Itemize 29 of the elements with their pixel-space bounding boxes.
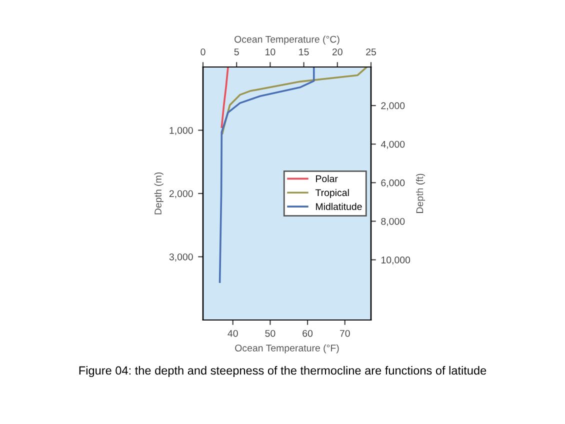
x2-tick-label: 25 [366, 48, 376, 56]
y2-tick-label: 6,000 [381, 179, 405, 188]
x-axis-title: Ocean Temperature (°F) [235, 344, 339, 354]
y2-tick-label: 4,000 [380, 140, 405, 149]
legend-label: Midlatitude [316, 202, 362, 210]
x-tick-label: 40 [228, 330, 238, 337]
y-tick-label: 1,000 [170, 126, 193, 136]
x-tick-label: 70 [340, 330, 350, 337]
y-tick-label: 2,000 [169, 190, 193, 198]
y2-tick-label: 2,000 [381, 102, 405, 110]
x2-tick-label: 5 [234, 48, 239, 56]
line-series [222, 67, 368, 134]
line-series [218, 67, 315, 283]
x2-tick-label: 15 [299, 48, 309, 56]
x-tick-label: 50 [265, 330, 276, 337]
x2-tick-label: 0 [200, 48, 206, 56]
y2-tick-label: 10,000 [381, 256, 410, 265]
x2-axis-title: Ocean Temperature (°C) [234, 36, 340, 45]
line-series [220, 67, 229, 128]
caption: Figure 04: the depth and steepness of the thermocline are functions of latitude [79, 366, 486, 378]
legend-label: Polar [316, 175, 338, 182]
y-tick-label: 3,000 [169, 253, 193, 262]
legend-label: Tropical [315, 188, 349, 198]
y2-axis-title: Depth (ft) [416, 174, 426, 213]
y-axis-title: Depth (m) [154, 172, 164, 214]
x-tick-label: 60 [302, 330, 313, 337]
x2-tick-label: 10 [266, 48, 276, 56]
x2-tick-label: 20 [332, 48, 342, 56]
y2-tick-label: 8,000 [381, 218, 405, 226]
